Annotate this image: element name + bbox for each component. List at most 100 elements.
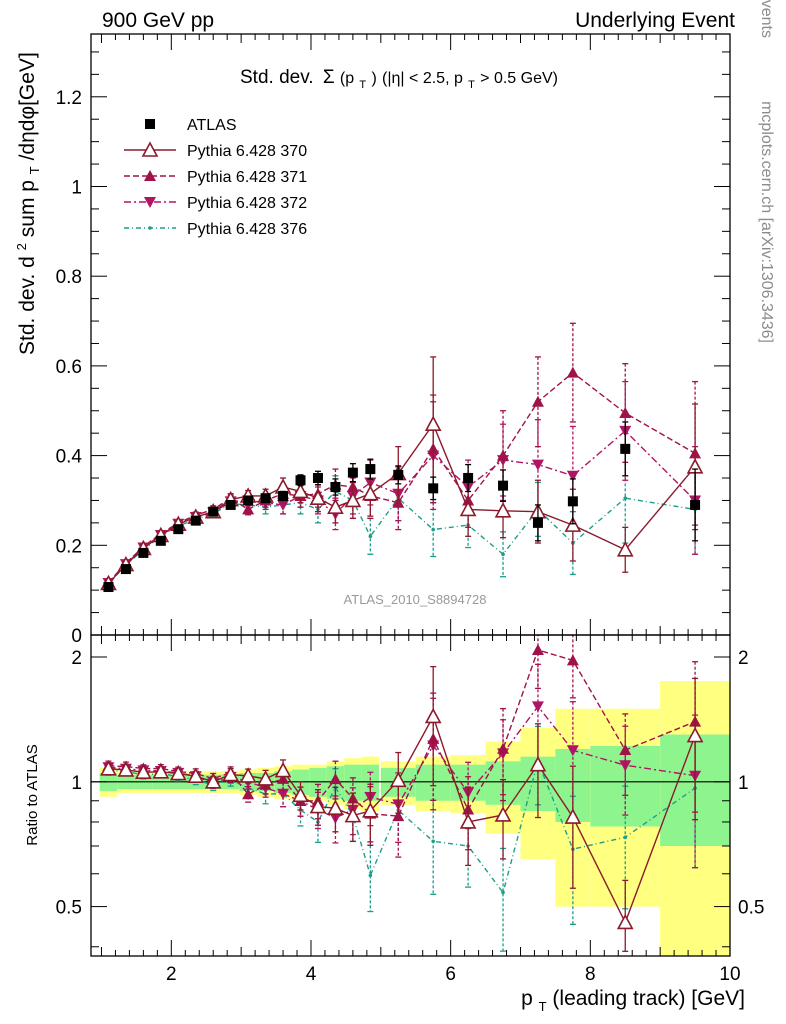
series-1-ratio-point <box>362 802 379 818</box>
y-tick-label: 0.6 <box>56 357 82 378</box>
y-tick-label: 0.2 <box>56 536 82 557</box>
series-1-ratio-point <box>494 806 512 822</box>
series-1-point <box>494 502 512 518</box>
ylabel-sub: T <box>27 166 42 174</box>
series-4-ratio-point <box>623 835 628 840</box>
x-tick-label: 6 <box>445 964 456 985</box>
ylabel-sup: 2 <box>14 243 29 250</box>
series-0-point <box>260 493 271 504</box>
series-0-point <box>347 467 358 478</box>
series-2-point <box>497 449 510 461</box>
series-0-point <box>428 483 439 494</box>
series-0-point <box>225 499 236 510</box>
series-1-ratio-point <box>564 808 582 824</box>
series-3-point <box>566 470 579 482</box>
series-2-ratio-point <box>392 810 405 822</box>
series-0-point <box>208 506 219 517</box>
ratio-y-tick-label-right: 0.5 <box>738 898 764 919</box>
series-1-ratio-point <box>389 771 407 788</box>
legend-marker <box>144 197 156 208</box>
series-1-ratio-point <box>616 913 634 930</box>
xlabel-p: p <box>521 987 533 1010</box>
ratio-band-stat <box>344 764 362 801</box>
series-2-ratio-point <box>329 773 342 785</box>
y-tick-label: 0.8 <box>56 267 82 288</box>
series-1-point <box>309 489 327 506</box>
series-0-point <box>278 490 289 501</box>
series-0-point <box>498 480 509 491</box>
title-symbol: Σ <box>323 67 335 88</box>
x-tick-label: 2 <box>166 964 177 985</box>
y-tick-label: 1 <box>71 177 82 198</box>
series-1-ratio-point <box>309 797 327 814</box>
y-tick-label: 0.4 <box>56 447 83 468</box>
x-axis-label: p T (leading track) [GeV] <box>521 987 745 1016</box>
series-0-point <box>620 443 631 454</box>
legend-marker <box>144 170 156 181</box>
series-2-ratio-point <box>566 654 579 666</box>
series-1-ratio-point <box>204 773 222 789</box>
series-0-point <box>243 495 254 506</box>
y-tick-label: 1.2 <box>56 88 82 109</box>
series-2-ratio-point <box>619 744 632 756</box>
series-2-point <box>531 395 544 407</box>
series-3-line <box>107 429 696 584</box>
x-tick-label: 4 <box>306 964 317 985</box>
title-sub-t: T <box>359 79 366 91</box>
series-1-ratio-point <box>100 760 117 776</box>
series-3-point <box>531 459 544 471</box>
ratio-frame <box>90 634 731 957</box>
title-cut-1: (|η| < 2.5, p <box>382 70 463 87</box>
title-p: (p <box>340 70 354 87</box>
series-3-ratio-point <box>277 788 290 800</box>
series-0-point <box>295 475 306 486</box>
legend-label: Pythia 6.428 371 <box>187 169 307 186</box>
series-1-point <box>362 485 379 501</box>
series-3-ratio-line <box>108 705 696 819</box>
ratio-series <box>100 635 704 952</box>
series-3-ratio-point <box>531 701 544 713</box>
series-1-ratio-point <box>187 767 205 784</box>
series-3-ratio-point <box>566 745 579 757</box>
series-0-point <box>463 473 474 484</box>
series-4-ratio-point <box>431 839 435 844</box>
legend-marker <box>141 141 159 157</box>
legend-label: Pythia 6.428 370 <box>187 143 307 160</box>
series-0-point <box>120 564 131 575</box>
series-2-ratio-point <box>497 742 510 754</box>
series-2-point <box>392 496 405 508</box>
series-0-point <box>190 515 201 526</box>
main-series <box>100 322 704 593</box>
series-0-point <box>312 473 323 484</box>
chart-title: Std. dev. Σ (p T ) (|η| < 2.5, p T > 0.5… <box>240 67 558 93</box>
ylabel-c: /dηdφ[GeV] <box>16 52 39 160</box>
series-2-point <box>242 503 255 515</box>
y-tick-label: 0 <box>71 626 82 647</box>
series-0-point <box>138 547 149 558</box>
title-sub-t-2: T <box>468 79 475 91</box>
series-0-point <box>567 496 578 507</box>
series-4-point <box>501 552 505 557</box>
series-4-point <box>623 496 628 501</box>
series-2-ratio-point <box>531 643 544 655</box>
series-1-point <box>564 516 582 532</box>
series-1-point <box>424 415 442 432</box>
series-1-ratio-point <box>274 761 292 778</box>
analysis-label: ATLAS_2010_S8894728 <box>344 592 487 607</box>
series-4-ratio-point <box>501 890 505 895</box>
series-1-ratio-point <box>117 761 135 777</box>
series-1-ratio-point <box>327 799 344 815</box>
series-0-point <box>330 481 341 492</box>
series-0-point <box>690 499 701 510</box>
ylabel-a: Std. dev. d <box>16 256 39 355</box>
series-0-point <box>393 469 404 480</box>
series-1-ratio-point <box>239 767 257 783</box>
title-cut-2: > 0.5 GeV) <box>480 70 558 87</box>
series-1-ratio-point <box>424 707 442 724</box>
series-1-ratio-point <box>529 755 547 772</box>
series-1-point <box>459 500 477 517</box>
ratio-y-tick-label-left: 0.5 <box>56 898 82 919</box>
series-1-ratio-point <box>152 763 170 779</box>
series-1-ratio-point <box>459 813 477 829</box>
